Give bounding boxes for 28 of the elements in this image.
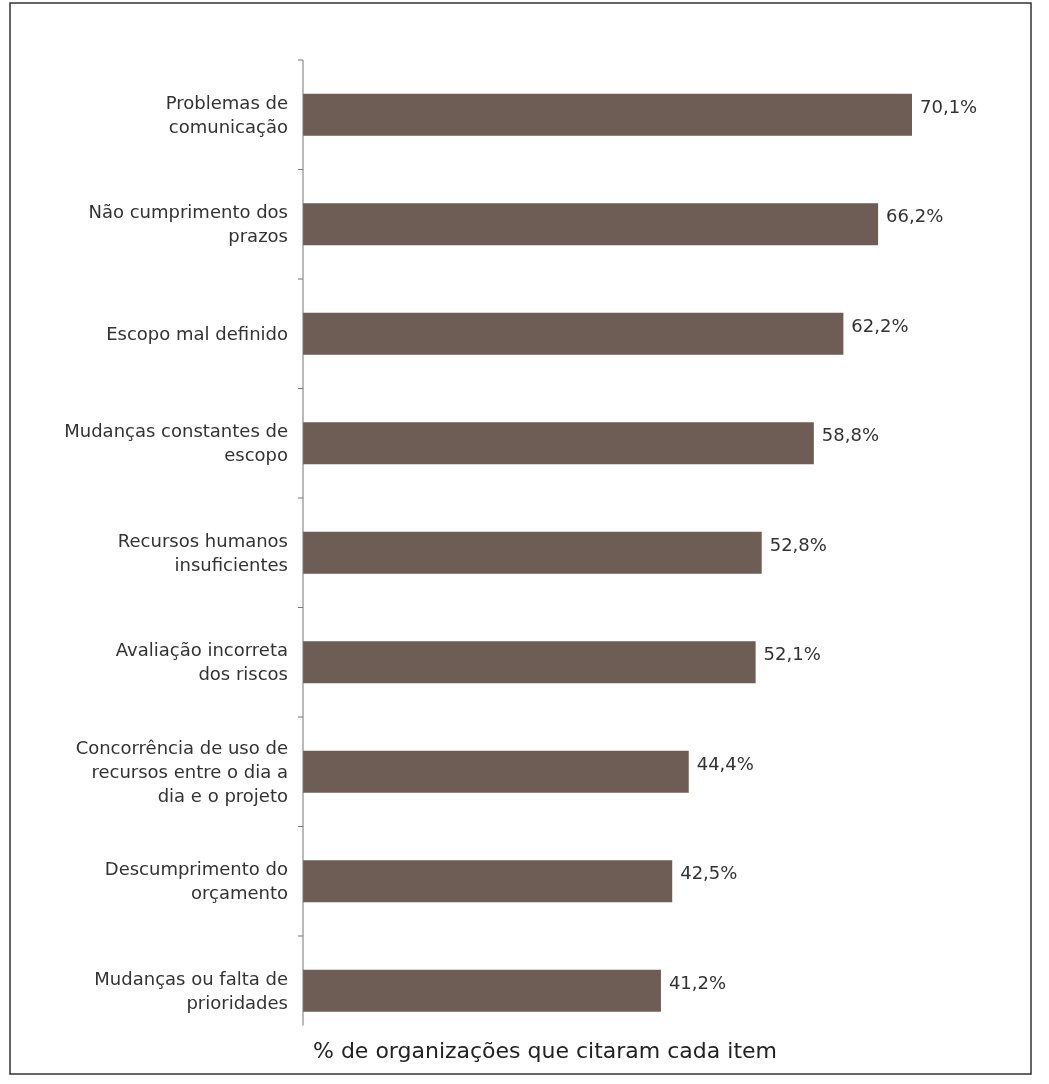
data-label: 42,5% [680, 862, 738, 884]
data-label: 52,1% [763, 643, 821, 665]
bar [303, 969, 661, 1012]
bar [303, 203, 879, 246]
y-tick-label: Concorrência de uso de recursos entre o dia a dia e o projeto [75, 736, 288, 806]
data-label: 62,2% [851, 314, 909, 336]
bar [303, 860, 673, 903]
data-label: 52,8% [769, 533, 827, 555]
bar [303, 422, 814, 465]
data-label: 44,4% [696, 752, 754, 774]
y-tick-label: Problemas de comunicação [165, 91, 288, 137]
data-label: 70,1% [920, 95, 978, 117]
data-label: 58,8% [821, 424, 880, 446]
bar [303, 641, 756, 684]
bar [303, 312, 844, 355]
y-tick-label: Não cumprimento dos prazos [88, 201, 288, 247]
data-label: 41,2% [668, 971, 727, 993]
y-tick-label: Avaliação incorreta dos riscos [115, 639, 288, 685]
y-tick-label: Descumprimento do orçamento [104, 858, 288, 904]
y-tick-label: Recursos humanos insuficientes [117, 529, 288, 575]
bar [303, 93, 912, 136]
y-tick-label: Mudanças ou falta de prioridades [94, 967, 288, 1013]
bar [303, 750, 689, 793]
y-tick-label: Mudanças constantes de escopo [64, 420, 288, 466]
x-axis-title: % de organizações que citaram cada item [312, 1038, 778, 1063]
bar [303, 531, 762, 574]
data-label: 66,2% [886, 205, 944, 227]
y-tick-label: Escopo mal definido [106, 322, 288, 344]
